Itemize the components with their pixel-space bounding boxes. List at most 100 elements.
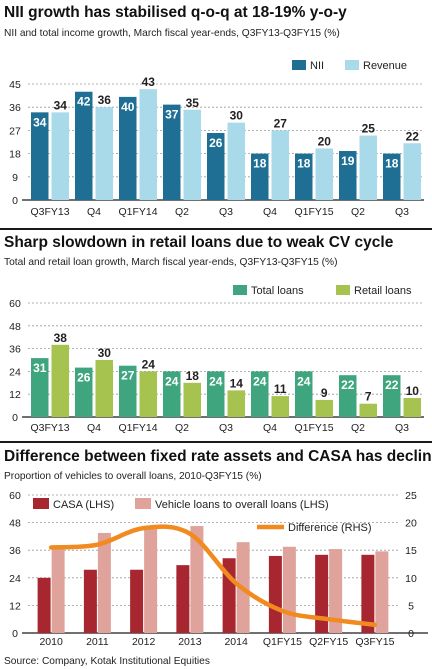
bar-vehicle-loans (190, 526, 204, 633)
bar-nii (383, 153, 401, 200)
x-tick-label: Q4 (87, 206, 101, 218)
x-tick-label: 2010 (39, 636, 63, 648)
data-label: 18 (297, 157, 311, 171)
x-tick-label: Q1FY15 (294, 422, 333, 434)
y-tick-label: 48 (9, 321, 21, 333)
legend-label: Retail loans (354, 285, 412, 297)
data-label: 18 (385, 157, 399, 171)
legend-label: NII (310, 60, 324, 72)
bar-casa (83, 569, 97, 633)
chart-panel-3: Difference between fixed rate assets and… (4, 448, 432, 648)
bar-casa (176, 565, 190, 633)
legend-label: Revenue (363, 60, 407, 72)
bar-total-loans (383, 375, 401, 417)
legend-swatch (33, 498, 49, 509)
bar-retail-loans (403, 398, 421, 417)
data-label: 11 (274, 382, 287, 396)
x-tick-label: Q1FY15 (294, 206, 333, 218)
bar-vehicle-loans (282, 546, 296, 633)
panel-separator (0, 228, 432, 230)
y-tick-label: 48 (9, 518, 21, 530)
x-tick-label: Q4 (263, 206, 277, 218)
bar-nii (251, 153, 269, 200)
bar-retail-loans (139, 371, 157, 417)
chart-subtitle: Total and retail loan growth, March fisc… (4, 257, 338, 268)
chart-title: Difference between fixed rate assets and… (4, 448, 432, 465)
data-label: 10 (406, 384, 420, 398)
bar-nii (295, 153, 313, 200)
y-tick-label: 18 (9, 149, 21, 161)
y-tick-label: 60 (9, 490, 21, 502)
data-label: 26 (209, 136, 223, 150)
line-difference (48, 524, 378, 627)
data-label: 37 (165, 108, 179, 122)
bar-total-loans (251, 371, 269, 417)
x-tick-label: 2014 (224, 636, 248, 648)
legend-swatch (135, 498, 151, 509)
data-label: 38 (54, 331, 68, 345)
bar-total-loans (119, 365, 137, 417)
data-label: 42 (77, 95, 91, 109)
bar-vehicle-loans (144, 528, 158, 633)
legend-swatch (292, 60, 306, 70)
bar-casa (315, 554, 329, 633)
data-label: 26 (77, 371, 91, 385)
x-tick-label: Q3 (219, 206, 233, 218)
bar-retail-loans (359, 403, 377, 417)
data-label: 18 (186, 369, 200, 383)
data-label: 22 (385, 378, 399, 392)
bar-nii (119, 96, 137, 200)
chart-title: NII growth has stabilised q-o-q at 18-19… (4, 4, 347, 21)
bar-revenue (271, 130, 289, 200)
bar-revenue (315, 148, 333, 200)
legend-label: Vehicle loans to overall loans (LHS) (155, 499, 329, 511)
x-tick-label: 2012 (132, 636, 156, 648)
y-tick-label: 12 (9, 600, 21, 612)
bar-casa (37, 577, 51, 633)
y-tick-label: 36 (9, 102, 21, 114)
bar-revenue (95, 107, 113, 200)
data-label: 22 (341, 378, 355, 392)
bar-retail-loans (95, 360, 113, 417)
bar-nii (163, 104, 181, 200)
data-label: 19 (341, 154, 355, 168)
bar-revenue (139, 89, 157, 200)
bar-revenue (51, 112, 69, 200)
bar-retail-loans (315, 399, 333, 417)
chart-subtitle: NII and total income growth, March fisca… (4, 28, 340, 39)
data-label: 24 (253, 374, 267, 388)
legend-label: CASA (LHS) (53, 499, 114, 511)
x-tick-label: Q2 (175, 206, 189, 218)
bar-total-loans (207, 371, 225, 417)
x-tick-label: 2013 (178, 636, 202, 648)
bar-vehicle-loans (329, 549, 343, 633)
bar-casa (268, 555, 282, 633)
data-label: 34 (54, 98, 68, 112)
x-tick-label: Q1FY14 (118, 422, 157, 434)
bar-nii (31, 112, 49, 200)
bar-total-loans (31, 358, 49, 417)
data-label: 7 (365, 390, 372, 404)
data-label: 9 (321, 386, 328, 400)
chart-panel-2: Sharp slowdown in retail loans due to we… (4, 234, 424, 434)
legend-swatch (345, 60, 359, 70)
y2-tick-label: 0 (408, 628, 414, 640)
x-tick-label: Q1FY15 (263, 636, 302, 648)
bar-nii (75, 91, 93, 200)
x-tick-label: Q2 (351, 422, 365, 434)
bar-retail-loans (227, 390, 245, 417)
legend-swatch (336, 285, 350, 295)
bar-revenue (183, 109, 201, 200)
data-label: 20 (318, 134, 332, 148)
data-label: 14 (230, 376, 244, 390)
y-tick-label: 24 (9, 573, 21, 585)
bar-total-loans (295, 371, 313, 417)
chart-panel-1: NII growth has stabilised q-o-q at 18-19… (4, 4, 424, 218)
bar-revenue (227, 122, 245, 200)
data-label: 27 (274, 116, 288, 130)
data-label: 31 (33, 361, 47, 375)
data-label: 43 (142, 75, 156, 89)
y-tick-label: 36 (9, 344, 21, 356)
y-tick-label: 0 (12, 195, 18, 207)
y-tick-label: 45 (9, 79, 21, 91)
